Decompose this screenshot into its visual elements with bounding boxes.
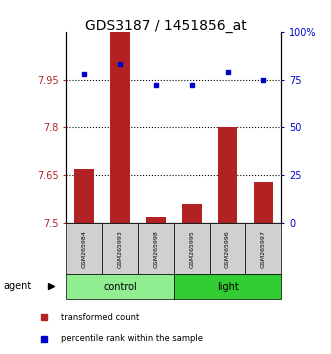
Text: GSM265997: GSM265997 [261,230,266,268]
Text: GSM265984: GSM265984 [82,230,87,268]
Bar [210,223,246,274]
Bar [74,169,94,223]
Bar [174,223,210,274]
Bar [254,182,273,223]
Text: GSM265995: GSM265995 [189,230,194,268]
Text: light: light [217,282,238,292]
Bar [66,223,102,274]
Bar [218,127,237,223]
Bar [66,274,174,299]
Text: GDS3187 / 1451856_at: GDS3187 / 1451856_at [85,19,246,34]
Text: GSM265993: GSM265993 [118,230,122,268]
Text: transformed count: transformed count [61,313,139,322]
Bar [138,223,174,274]
Text: percentile rank within the sample: percentile rank within the sample [61,335,203,343]
Text: control: control [103,282,137,292]
Text: GSM265996: GSM265996 [225,230,230,268]
Bar [174,274,281,299]
Text: GSM265998: GSM265998 [153,230,158,268]
Bar [182,204,202,223]
Bar [110,32,130,223]
Bar [102,223,138,274]
Text: agent: agent [3,281,31,291]
Bar [146,217,166,223]
Bar [246,223,281,274]
